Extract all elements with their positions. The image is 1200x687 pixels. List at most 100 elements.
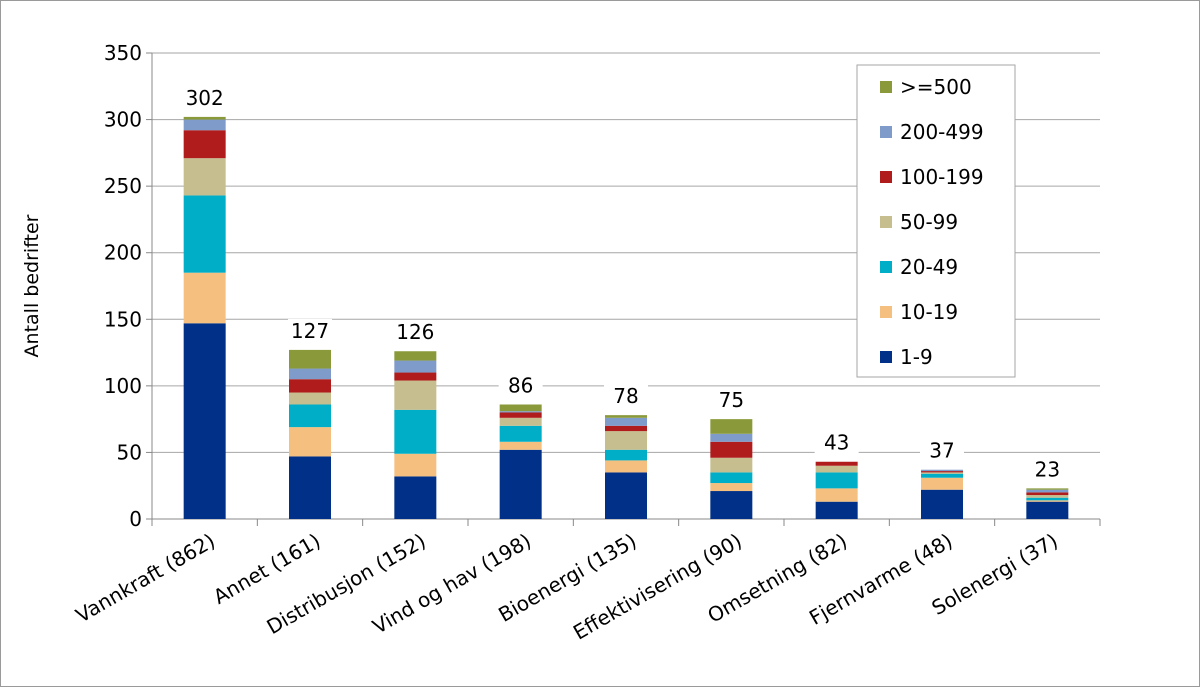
total-label-bg: [604, 384, 648, 409]
bar-segment: [289, 456, 331, 519]
bar-segment: [394, 351, 437, 361]
bar-segment: [499, 412, 542, 418]
y-tick-label: 200: [104, 241, 142, 265]
bar-segment: [710, 433, 753, 442]
total-label: 75: [719, 388, 744, 412]
bar-segment: [710, 457, 753, 473]
bar-segment: [1026, 489, 1069, 493]
legend-label: 20-49: [900, 255, 958, 279]
bar-segment: [605, 425, 647, 432]
legend-label: 200-499: [900, 120, 984, 144]
bar-segment: [183, 119, 226, 131]
total-label: 86: [508, 373, 533, 397]
total-label-bg: [288, 318, 332, 343]
bar-segment: [183, 272, 226, 324]
total-label-bg: [814, 430, 859, 455]
bar-segment: [710, 441, 753, 458]
total-label: 302: [186, 86, 224, 110]
legend-swatch: [880, 351, 892, 363]
legend-swatch: [880, 306, 892, 318]
bar-segment: [710, 472, 753, 484]
y-tick-label: 350: [104, 41, 142, 65]
total-label: 126: [396, 320, 434, 344]
bar-segment: [1026, 495, 1069, 498]
legend-swatch: [880, 261, 892, 273]
y-tick-label: 0: [129, 507, 142, 531]
bar-segment: [1026, 492, 1069, 496]
total-label-bg: [498, 373, 543, 398]
y-tick-label: 250: [104, 174, 142, 198]
bar-segment: [183, 323, 226, 519]
bar-segment: [183, 116, 226, 120]
legend-swatch: [880, 171, 892, 183]
legend-label: 1-9: [900, 345, 933, 369]
legend-label: 10-19: [900, 300, 958, 324]
legend-swatch: [880, 126, 892, 138]
legend-label: 50-99: [900, 210, 958, 234]
total-label: 78: [613, 384, 638, 408]
bar-segment: [499, 404, 542, 412]
bar-segment: [815, 501, 858, 519]
y-axis-label: Antall bedrifter: [21, 214, 43, 357]
bar-segment: [394, 409, 437, 454]
bar-segment: [605, 417, 647, 426]
legend-swatch: [880, 81, 892, 93]
bar-segment: [921, 469, 963, 472]
total-label-bg: [1025, 457, 1070, 482]
y-tick-label: 300: [104, 108, 142, 132]
bar-segment: [289, 368, 331, 380]
bar-segment: [289, 349, 331, 369]
bar-segment: [710, 491, 753, 519]
bar-segment: [289, 427, 331, 457]
bar-segment: [921, 471, 963, 473]
bar-segment: [499, 417, 542, 426]
bar-segment: [394, 360, 437, 373]
bar-segment: [499, 449, 542, 519]
y-tick-label: 50: [117, 440, 142, 464]
bar-segment: [921, 473, 963, 478]
total-label-bg: [709, 388, 754, 413]
bar-segment: [1026, 500, 1069, 502]
bar-segment: [1026, 501, 1069, 519]
bar-segment: [499, 441, 542, 450]
bar-segment: [289, 379, 331, 393]
total-label-bg: [920, 438, 964, 463]
bar-segment: [394, 380, 437, 410]
bar-segment: [815, 461, 858, 466]
y-tick-label: 150: [104, 307, 142, 331]
bar-segment: [1026, 497, 1069, 501]
bar-segment: [921, 477, 963, 490]
bar-segment: [815, 488, 858, 502]
x-tick-label: Effektivisering (90): [569, 529, 746, 645]
total-label: 37: [929, 439, 954, 463]
total-label: 127: [291, 319, 329, 343]
bar-segment: [605, 449, 647, 461]
bar-segment: [394, 453, 437, 477]
legend-label: 100-199: [900, 165, 984, 189]
bar-segment: [605, 415, 647, 418]
bar-segment: [183, 158, 226, 196]
total-label: 43: [824, 431, 849, 455]
bar-segment: [289, 404, 331, 428]
total-label: 23: [1035, 457, 1060, 481]
x-tick-label: Vannkraft (862): [72, 529, 220, 628]
bar-segment: [815, 472, 858, 489]
total-label-bg: [393, 320, 438, 345]
bar-segment: [815, 465, 858, 473]
legend-swatch: [880, 216, 892, 228]
bar-segment: [499, 411, 542, 413]
bar-segment: [183, 130, 226, 159]
bar-segment: [605, 460, 647, 473]
legend-label: >=500: [900, 75, 972, 99]
bar-segment: [289, 392, 331, 405]
total-label-bg: [182, 85, 227, 110]
bar-segment: [394, 372, 437, 381]
y-tick-label: 100: [104, 374, 142, 398]
bar-segment: [921, 472, 963, 474]
bar-segment: [1026, 488, 1069, 490]
bar-segment: [183, 195, 226, 273]
bar-segment: [710, 483, 753, 492]
bar-segment: [710, 419, 753, 434]
bar-segment: [921, 489, 963, 519]
